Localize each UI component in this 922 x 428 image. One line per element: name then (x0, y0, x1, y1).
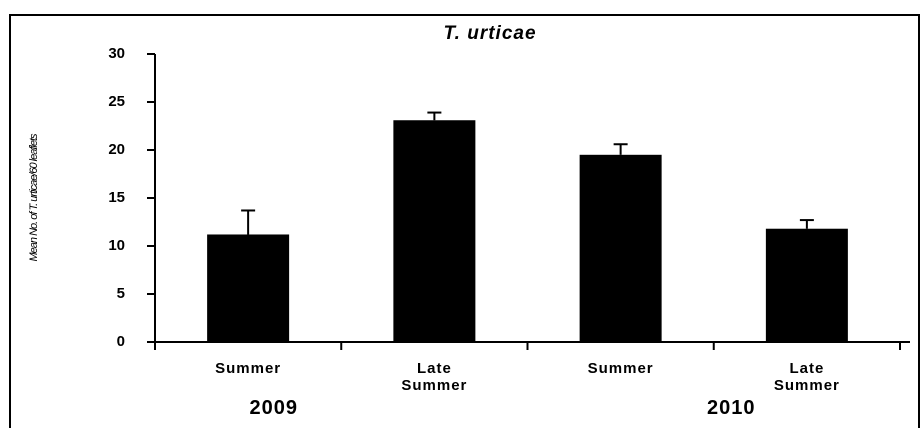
y-tick-label: 20 (108, 141, 125, 158)
y-tick-label: 0 (117, 333, 125, 350)
x-tick-label: Late Summer (773, 360, 840, 394)
bar (207, 234, 290, 342)
group-label: 2009 (249, 397, 298, 419)
chart-frame (9, 14, 920, 428)
group-label: 2010 (707, 397, 756, 419)
x-tick-label: Late Summer (401, 360, 468, 394)
y-tick-label: 10 (108, 237, 125, 254)
bar (765, 228, 848, 342)
y-tick-label: 30 (108, 45, 125, 62)
x-tick-label: Summer (215, 360, 282, 377)
chart-title: T. urticae (443, 23, 536, 44)
x-tick-label: Summer (587, 360, 654, 377)
y-tick-label: 25 (108, 93, 125, 110)
bar (579, 154, 662, 342)
y-axis-label: Mean No. of T. urticae/60 leaflets (28, 133, 40, 262)
y-tick-label: 5 (117, 285, 125, 302)
y-tick-label: 15 (108, 189, 125, 206)
bar (393, 120, 476, 343)
